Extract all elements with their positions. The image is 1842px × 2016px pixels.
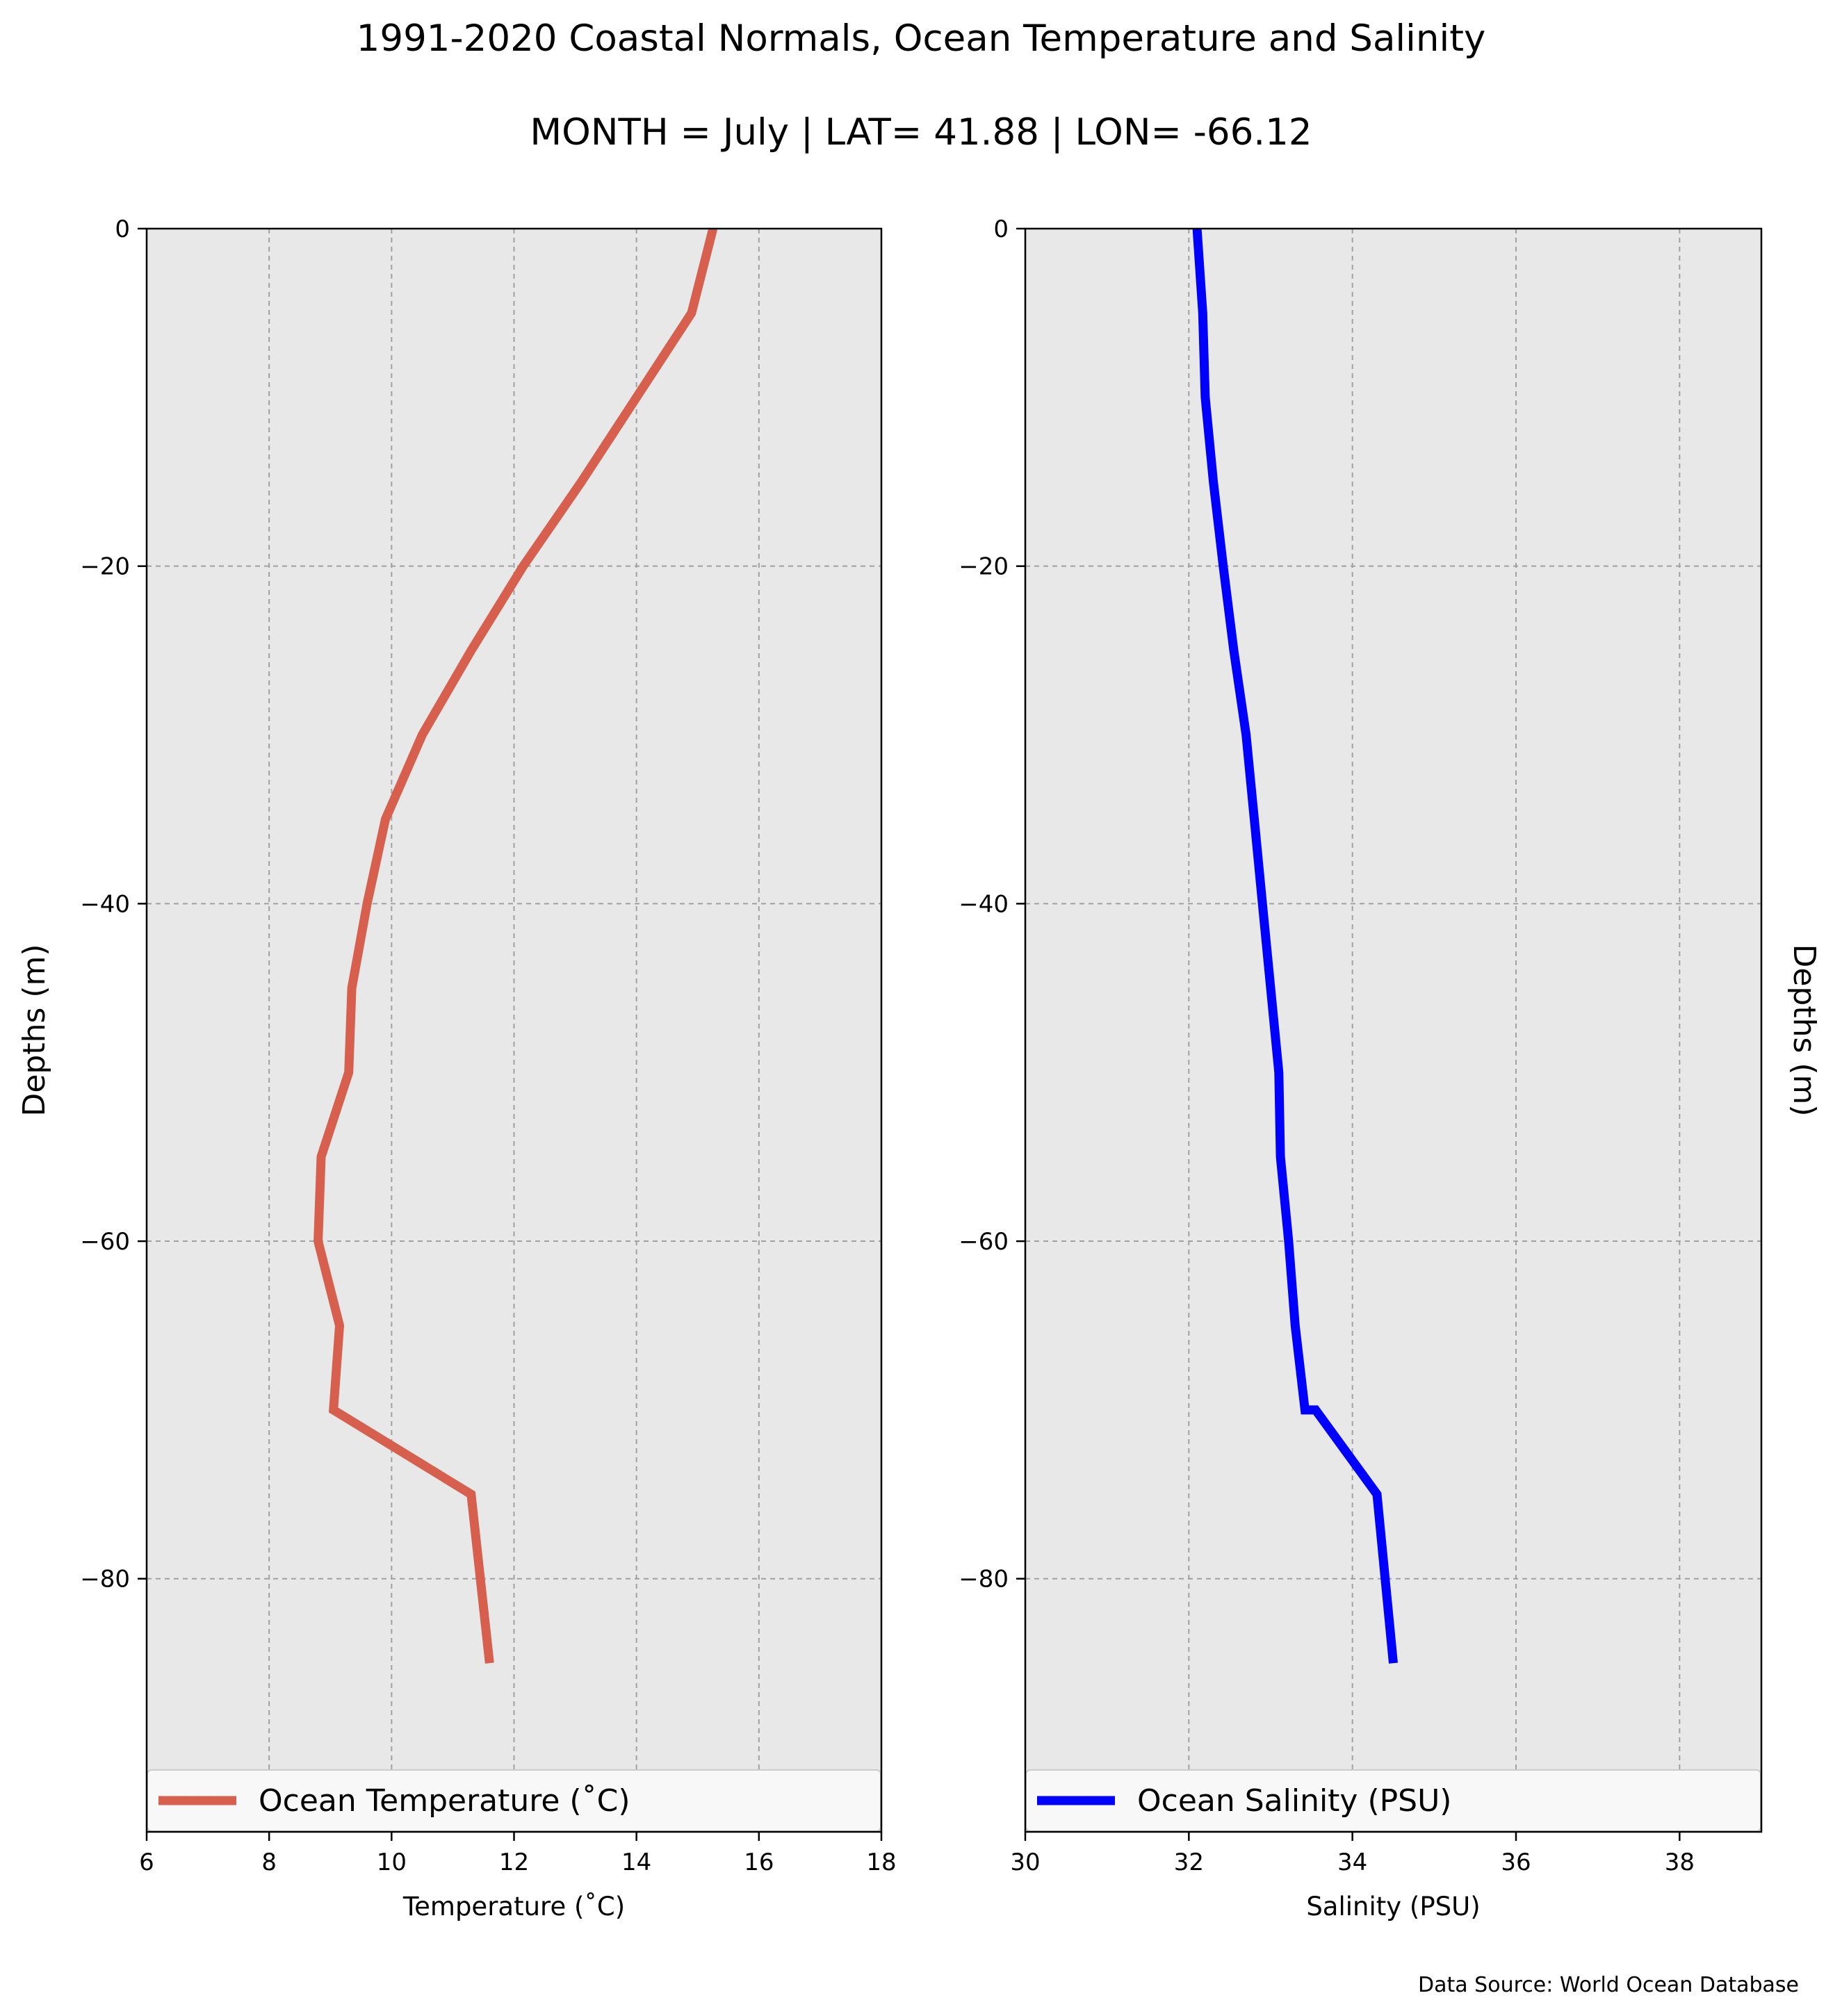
left-xtick-label-0: 6 <box>139 1849 154 1876</box>
right-ytick-label-2: −40 <box>959 890 1009 918</box>
left-ytick-label-4: −80 <box>80 1566 130 1593</box>
right-legend: Ocean Salinity (PSU) <box>1025 1769 1761 1832</box>
left-plot-area <box>147 229 881 1832</box>
left-xtick-label-3: 12 <box>499 1849 529 1876</box>
right-axes-frame <box>1024 227 1763 1833</box>
chart-title-line1: 1991-2020 Coastal Normals, Ocean Tempera… <box>357 17 1486 60</box>
left-legend: Ocean Temperature (˚C) <box>147 1769 881 1832</box>
right-ylabel: Depths (m) <box>1786 944 1822 1116</box>
left-xlabel: Temperature (˚C) <box>402 1892 625 1921</box>
left-ytick-label-0: 0 <box>115 215 130 243</box>
temperature-panel: Ocean Temperature (˚C) 6 8 10 12 14 16 18 0 −20 −4… <box>17 215 897 1921</box>
right-xtick-label-0: 30 <box>1010 1849 1040 1876</box>
right-series-line-0 <box>1192 228 1398 1664</box>
left-ylabel: Depths (m) <box>17 944 52 1116</box>
left-xtick-label-6: 18 <box>866 1849 896 1876</box>
left-xtick-label-4: 14 <box>621 1849 651 1876</box>
source-note: Data Source: World Ocean Database <box>1418 1973 1799 1997</box>
right-ytick-label-1: −20 <box>959 553 1009 581</box>
right-ytick-label-4: −80 <box>959 1566 1009 1593</box>
left-xtick-label-2: 10 <box>377 1849 407 1876</box>
right-legend-label-0: Ocean Salinity (PSU) <box>1137 1783 1451 1819</box>
left-series-line-0 <box>313 227 718 1664</box>
left-legend-label-0: Ocean Temperature (˚C) <box>259 1783 630 1819</box>
salinity-panel: Ocean Salinity (PSU) 30 32 34 36 38 0 −20 −40 −60… <box>959 215 1822 1921</box>
right-xtick-label-1: 32 <box>1174 1849 1204 1876</box>
right-xlabel: Salinity (PSU) <box>1306 1892 1480 1921</box>
left-ytick-label-3: −60 <box>80 1228 130 1256</box>
right-xtick-label-4: 38 <box>1665 1849 1695 1876</box>
left-xtick-label-5: 16 <box>744 1849 774 1876</box>
right-plot-area <box>1025 229 1761 1832</box>
left-ytick-label-1: −20 <box>80 553 130 581</box>
left-xtick-label-1: 8 <box>261 1849 277 1876</box>
right-xtick-label-2: 34 <box>1337 1849 1367 1876</box>
right-ytick-label-3: −60 <box>959 1228 1009 1256</box>
chart-title-line2: MONTH = July | LAT= 41.88 | LON= -66.12 <box>530 111 1312 154</box>
left-ytick-label-2: −40 <box>80 890 130 918</box>
right-xtick-label-3: 36 <box>1501 1849 1531 1876</box>
right-ytick-label-0: 0 <box>993 215 1009 243</box>
